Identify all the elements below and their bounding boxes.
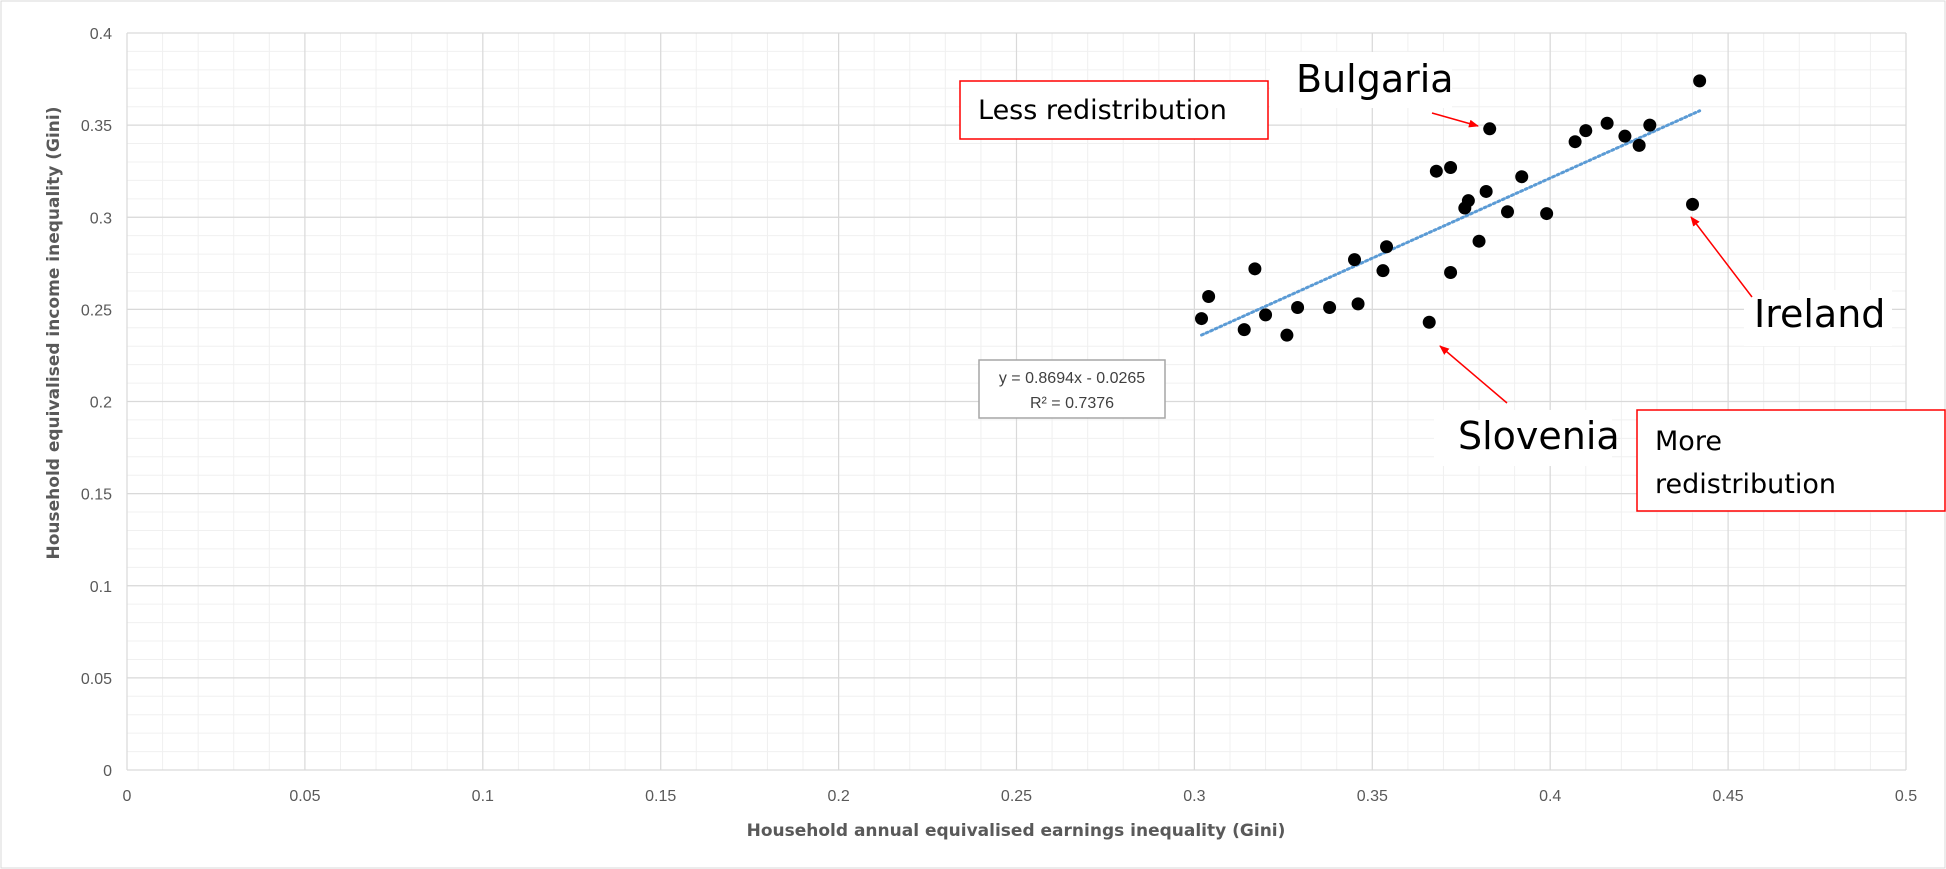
data-point — [1422, 315, 1436, 329]
data-point — [1515, 170, 1529, 184]
y-tick-label: 0.4 — [90, 26, 112, 43]
data-points — [1195, 74, 1707, 342]
data-point — [1376, 264, 1390, 278]
y-axis-ticks: 0 0.05 0.1 0.15 0.2 0.25 0.3 0.35 0.4 — [81, 26, 112, 780]
x-tick-label: 0.05 — [289, 788, 320, 805]
trendline-equation: y = 0.8694x - 0.0265 — [999, 370, 1145, 387]
x-tick-label: 0.1 — [472, 788, 494, 805]
data-point — [1248, 262, 1262, 276]
more-redistribution-box: More redistribution — [1636, 409, 1946, 512]
trendline — [1200, 109, 1702, 337]
trendline-equation-box: y = 0.8694x - 0.0265 R² = 0.7376 — [978, 359, 1166, 419]
x-tick-label: 0.3 — [1183, 788, 1205, 805]
bulgaria-label: Bulgaria — [1296, 57, 1454, 101]
slovenia-label: Slovenia — [1458, 414, 1620, 458]
data-point — [1568, 135, 1582, 149]
data-point — [1444, 161, 1458, 175]
data-point — [1202, 289, 1216, 303]
data-point — [1501, 205, 1515, 219]
y-tick-label: 0.35 — [81, 118, 112, 135]
x-tick-label: 0.5 — [1895, 788, 1917, 805]
data-point — [1483, 122, 1497, 136]
data-point — [1472, 234, 1486, 248]
x-tick-label: 0.35 — [1357, 788, 1388, 805]
data-point — [1323, 301, 1337, 315]
less-redistribution-label: Less redistribution — [978, 95, 1227, 126]
data-point — [1237, 323, 1251, 337]
data-point — [1348, 253, 1362, 267]
x-tick-label: 0.15 — [645, 788, 676, 805]
data-point — [1195, 312, 1209, 326]
x-tick-label: 0 — [123, 788, 132, 805]
data-point — [1600, 116, 1614, 130]
x-tick-label: 0.25 — [1001, 788, 1032, 805]
data-point — [1351, 297, 1365, 311]
data-point — [1291, 301, 1305, 315]
less-redistribution-box: Less redistribution — [959, 80, 1269, 140]
data-point — [1632, 138, 1646, 152]
x-axis-ticks: 0 0.05 0.1 0.15 0.2 0.25 0.3 0.35 0.4 0.45 0.5 — [123, 788, 1918, 805]
x-tick-label: 0.45 — [1713, 788, 1744, 805]
y-tick-label: 0 — [103, 763, 112, 780]
data-point — [1444, 266, 1458, 280]
y-tick-label: 0.05 — [81, 671, 112, 688]
data-point — [1618, 129, 1632, 143]
data-point — [1686, 197, 1700, 211]
y-tick-label: 0.2 — [90, 395, 112, 412]
data-point — [1429, 164, 1443, 178]
data-point — [1479, 184, 1493, 198]
data-point — [1259, 308, 1273, 322]
bulgaria-arrow — [1431, 112, 1479, 128]
data-point — [1540, 207, 1554, 221]
ireland-label: Ireland — [1754, 292, 1885, 336]
ireland-arrow — [1690, 216, 1753, 298]
y-tick-label: 0.25 — [81, 302, 112, 319]
x-tick-label: 0.2 — [827, 788, 849, 805]
y-tick-label: 0.3 — [90, 210, 112, 227]
data-point — [1461, 194, 1475, 208]
y-axis-title: Household equivalised income inequality … — [44, 106, 64, 559]
y-tick-label: 0.15 — [81, 487, 112, 504]
data-point — [1693, 74, 1707, 88]
data-point — [1643, 118, 1657, 132]
x-tick-label: 0.4 — [1539, 788, 1561, 805]
more-redistribution-label-line1: More — [1655, 426, 1722, 457]
y-tick-label: 0.1 — [90, 579, 112, 596]
data-point — [1280, 328, 1294, 342]
data-point — [1380, 240, 1394, 254]
more-redistribution-label-line2: redistribution — [1655, 469, 1836, 500]
trendline-r2: R² = 0.7376 — [1030, 395, 1114, 412]
slovenia-arrow — [1439, 345, 1508, 404]
x-axis-title: Household annual equivalised earnings in… — [747, 821, 1286, 841]
data-point — [1579, 124, 1593, 138]
